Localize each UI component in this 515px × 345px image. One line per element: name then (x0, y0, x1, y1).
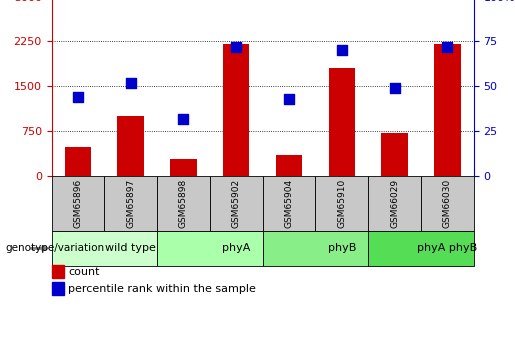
Bar (382, 133, 408, 176)
Text: percentile rank within the sample: percentile rank within the sample (68, 284, 256, 294)
Bar (368, 231, 474, 266)
Bar (52, 176, 104, 231)
Bar (210, 176, 263, 231)
Bar (157, 176, 210, 231)
Bar (117, 116, 144, 176)
Bar (263, 231, 368, 266)
Bar (276, 155, 302, 176)
Text: GSM65902: GSM65902 (232, 179, 241, 228)
Point (127, 80, 135, 86)
Text: GSM66029: GSM66029 (390, 179, 399, 228)
Text: genotype/variation: genotype/variation (5, 244, 104, 253)
Text: phyA: phyA (222, 244, 250, 253)
Point (443, 44, 452, 50)
Text: phyB: phyB (328, 244, 356, 253)
Bar (157, 231, 263, 266)
Text: GSM65898: GSM65898 (179, 179, 188, 228)
Text: count: count (68, 267, 99, 276)
Bar (368, 176, 421, 231)
Text: GSM65897: GSM65897 (126, 179, 135, 228)
Text: GSM65904: GSM65904 (285, 179, 294, 228)
Point (285, 96, 293, 101)
Bar (65, 147, 91, 176)
Point (232, 44, 241, 50)
Bar (329, 68, 355, 176)
Bar (263, 176, 315, 231)
Point (338, 48, 346, 53)
Point (390, 85, 399, 91)
Bar (434, 45, 460, 176)
Bar (315, 176, 368, 231)
Text: wild type: wild type (105, 244, 156, 253)
Point (74, 94, 82, 100)
Bar (104, 176, 157, 231)
Text: GSM65910: GSM65910 (337, 179, 346, 228)
Text: phyA phyB: phyA phyB (417, 244, 477, 253)
Bar (223, 45, 249, 176)
Point (179, 116, 187, 121)
Bar (52, 231, 157, 266)
Text: GSM66030: GSM66030 (443, 179, 452, 228)
Bar (170, 159, 197, 176)
Text: GSM65896: GSM65896 (74, 179, 82, 228)
Bar (421, 176, 474, 231)
